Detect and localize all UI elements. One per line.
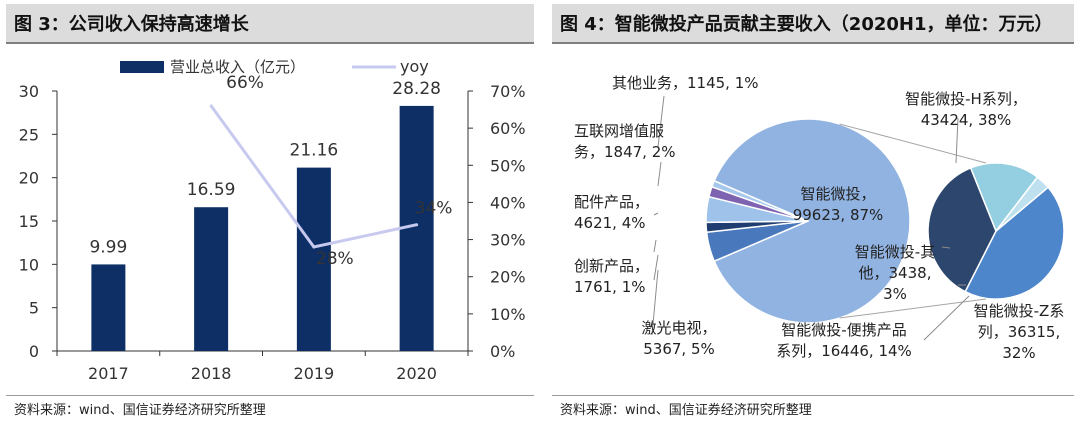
revenue-bar-line-chart: 0 5 10 15 20 25 30 0% 10% 20% 30% 40% 50% 60% 70% 2017 2… bbox=[19, 57, 526, 383]
yoy-point bbox=[415, 223, 419, 227]
leader-line bbox=[653, 239, 657, 253]
bar-2017 bbox=[91, 264, 126, 351]
chart-source: 资料来源：wind、国信证券经济研究所整理 bbox=[560, 403, 812, 418]
x-tick-label: 2020 bbox=[396, 364, 437, 383]
x-tick-label: 2018 bbox=[191, 364, 232, 383]
y-tick-label: 15 bbox=[19, 212, 39, 231]
main-pie-label-智能微投: 智能微投， 99623, 87% bbox=[793, 185, 884, 224]
bar-2018 bbox=[194, 207, 229, 351]
chart-title-bar: 图 3：公司收入保持高速增长 bbox=[6, 4, 534, 44]
bar-data-label: 16.59 bbox=[187, 180, 236, 200]
chart-source: 资料来源：wind、国信证券经济研究所整理 bbox=[14, 403, 266, 418]
chart-title: 图 3：公司收入保持高速增长 bbox=[14, 14, 249, 35]
leader-line bbox=[923, 295, 970, 341]
y-tick-label: 30 bbox=[19, 82, 39, 101]
leader-line bbox=[941, 246, 951, 249]
sub-pie-label-智能微投-Z系列: 智能微投-Z系列，36315, 32% bbox=[974, 302, 1065, 362]
revenue-chart-panel: 图 3：公司收入保持高速增长 0 5 10 15 20 25 30 0% 10% 20% 30% 40… bbox=[6, 4, 534, 418]
y2-tick-label: 0% bbox=[490, 342, 515, 361]
main-pie-slice-其他业务 bbox=[710, 179, 809, 222]
y-tick-label: 10 bbox=[19, 255, 39, 274]
chart-title-bar: 图 4：智能微投产品贡献主要收入（2020H1，单位：万元） bbox=[552, 4, 1074, 44]
x-tick-label: 2019 bbox=[294, 364, 335, 383]
y2-tick-label: 60% bbox=[490, 119, 526, 138]
y-tick-label: 20 bbox=[19, 169, 39, 188]
legend-bar-swatch bbox=[120, 61, 164, 73]
yoy-data-label: 34% bbox=[415, 199, 453, 219]
sub-pie-slice-智能微投-H系列 bbox=[964, 186, 1065, 300]
y2-tick-label: 70% bbox=[490, 82, 526, 101]
bar-data-label: 28.28 bbox=[392, 79, 441, 99]
yoy-point bbox=[312, 245, 316, 249]
main-pie-slice-智能微投 bbox=[713, 118, 911, 324]
main-pie-label-创新产品: 创新产品， 1761, 1% bbox=[574, 257, 649, 296]
source-divider bbox=[6, 395, 534, 396]
sub-pie-label-智能微投-H系列: 智能微投-H系列， 43424, 38% bbox=[905, 90, 1027, 129]
legend-line-label: yoy bbox=[400, 57, 429, 76]
x-tick-label: 2017 bbox=[88, 364, 129, 383]
leader-line bbox=[657, 161, 662, 187]
sub-pie-slice-智能微投-其他 bbox=[995, 176, 1050, 232]
y2-tick-label: 20% bbox=[490, 268, 526, 287]
bar-data-label: 9.99 bbox=[89, 237, 127, 257]
y2-tick-label: 40% bbox=[490, 193, 526, 212]
yoy-point bbox=[209, 104, 213, 108]
sub-pie-slice-智能微投-Z系列 bbox=[927, 166, 997, 293]
main-pie-label-激光电视: 激光电视， 5367, 5% bbox=[641, 319, 716, 358]
sub-pie-slice-智能微投-便携产品系列 bbox=[969, 162, 1039, 233]
main-pie-label-其他业务: 其他业务，1145, 1% bbox=[612, 74, 759, 92]
main-pie-label-互联网增值服务: 互联网增值服务，1847, 2% bbox=[574, 122, 676, 161]
leader-line bbox=[955, 117, 959, 164]
y2-tick-label: 50% bbox=[490, 156, 526, 175]
source-divider bbox=[552, 395, 1074, 396]
y-tick-label: 0 bbox=[29, 342, 39, 361]
y2-tick-label: 30% bbox=[490, 231, 526, 250]
pie-connector-line bbox=[839, 123, 987, 164]
main-pie-label-配件产品: 配件产品， 4621, 4% bbox=[574, 193, 649, 232]
leader-line bbox=[653, 254, 659, 281]
legend-bar-label: 营业总收入（亿元） bbox=[170, 58, 305, 76]
leader-line bbox=[653, 212, 659, 216]
product-pie-of-pie-chart: 智能微投， 99623, 87% 激光电视， 5367, 5% 创新产品， 1761, 1… bbox=[574, 74, 1065, 362]
yoy-data-label: 28% bbox=[316, 249, 354, 269]
y-tick-label: 5 bbox=[29, 299, 39, 318]
chart-title: 图 4：智能微投产品贡献主要收入（2020H1，单位：万元） bbox=[560, 14, 1053, 35]
leader-line bbox=[651, 269, 659, 336]
bar-2019 bbox=[296, 167, 331, 351]
pie-connector-line bbox=[839, 298, 987, 319]
sub-pie-label-智能微投-便携产品系列: 智能微投-便携产品系列，16446, 14% bbox=[776, 321, 912, 360]
y-tick-label: 25 bbox=[19, 125, 39, 144]
product-revenue-panel: 图 4：智能微投产品贡献主要收入（2020H1，单位：万元） 智能微投， 9962… bbox=[546, 0, 1080, 426]
yoy-data-label: 66% bbox=[226, 73, 264, 93]
leader-line bbox=[657, 95, 665, 148]
sub-pie-label-智能微投-其他: 智能微投-其他，3438, 3% bbox=[855, 243, 935, 303]
bar-data-label: 21.16 bbox=[290, 141, 339, 161]
y2-tick-label: 10% bbox=[490, 305, 526, 324]
